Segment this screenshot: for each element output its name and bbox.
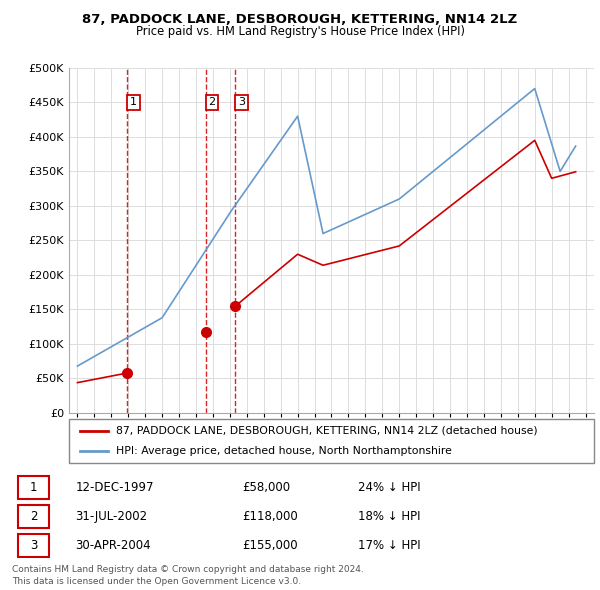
Text: 3: 3 [238, 97, 245, 107]
Text: £155,000: £155,000 [242, 539, 298, 552]
Text: 1: 1 [130, 97, 137, 107]
Text: 12-DEC-1997: 12-DEC-1997 [76, 481, 154, 494]
Text: 24% ↓ HPI: 24% ↓ HPI [358, 481, 420, 494]
FancyBboxPatch shape [18, 505, 49, 528]
Text: This data is licensed under the Open Government Licence v3.0.: This data is licensed under the Open Gov… [12, 577, 301, 586]
FancyBboxPatch shape [69, 419, 594, 463]
Text: Price paid vs. HM Land Registry's House Price Index (HPI): Price paid vs. HM Land Registry's House … [136, 25, 464, 38]
Text: 2: 2 [30, 510, 37, 523]
Text: 30-APR-2004: 30-APR-2004 [76, 539, 151, 552]
Text: 2: 2 [208, 97, 215, 107]
Text: 87, PADDOCK LANE, DESBOROUGH, KETTERING, NN14 2LZ: 87, PADDOCK LANE, DESBOROUGH, KETTERING,… [82, 13, 518, 26]
Text: 18% ↓ HPI: 18% ↓ HPI [358, 510, 420, 523]
Text: HPI: Average price, detached house, North Northamptonshire: HPI: Average price, detached house, Nort… [116, 446, 452, 456]
Text: Contains HM Land Registry data © Crown copyright and database right 2024.: Contains HM Land Registry data © Crown c… [12, 565, 364, 574]
Text: 87, PADDOCK LANE, DESBOROUGH, KETTERING, NN14 2LZ (detached house): 87, PADDOCK LANE, DESBOROUGH, KETTERING,… [116, 426, 538, 436]
Text: 3: 3 [30, 539, 37, 552]
Text: 31-JUL-2002: 31-JUL-2002 [76, 510, 148, 523]
Text: 17% ↓ HPI: 17% ↓ HPI [358, 539, 420, 552]
Text: 1: 1 [30, 481, 37, 494]
FancyBboxPatch shape [18, 476, 49, 499]
Text: £118,000: £118,000 [242, 510, 298, 523]
FancyBboxPatch shape [18, 534, 49, 557]
Text: £58,000: £58,000 [242, 481, 290, 494]
